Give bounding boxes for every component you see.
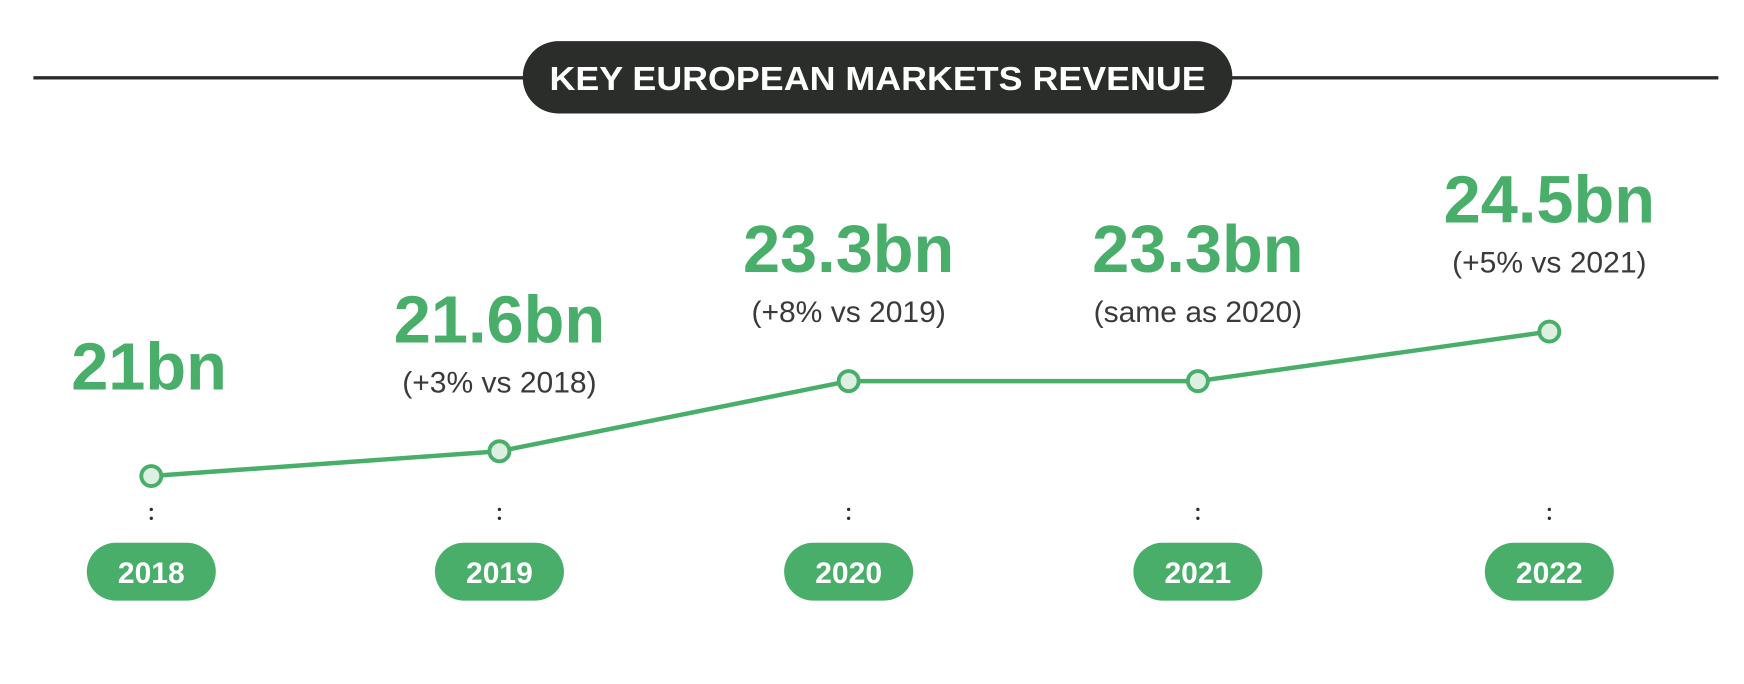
year-pill <box>434 542 564 601</box>
data-label: 21.6bn <box>394 283 605 357</box>
series-line <box>151 329 1550 479</box>
data-point <box>1537 319 1562 344</box>
year-label: 2018 <box>118 557 185 590</box>
year-label: 2020 <box>815 557 882 590</box>
data-point <box>836 369 861 394</box>
year-pill <box>1484 542 1614 601</box>
data-label: 21bn <box>71 330 227 404</box>
year-label: 2021 <box>1164 557 1231 590</box>
chart-title: KEY EUROPEAN MARKETS REVENUE <box>549 61 1205 98</box>
data-point <box>139 464 164 488</box>
year-label: 2022 <box>1516 557 1583 590</box>
annotation: (same as 2020) <box>1094 296 1303 329</box>
year-pill <box>784 542 914 601</box>
annotation: (+8% vs 2019) <box>751 296 945 329</box>
data-label: 23.3bn <box>743 213 954 287</box>
data-label: 23.3bn <box>1092 213 1303 287</box>
year-label: 2019 <box>466 557 533 590</box>
title-pill <box>522 41 1233 114</box>
annotation: (+3% vs 2018) <box>402 366 596 399</box>
year-pill <box>86 542 216 601</box>
annotation: (+5% vs 2021) <box>1452 247 1646 280</box>
data-point <box>1185 369 1210 394</box>
data-point <box>487 439 512 464</box>
year-pill <box>1133 542 1263 601</box>
data-label: 24.5bn <box>1444 164 1655 238</box>
